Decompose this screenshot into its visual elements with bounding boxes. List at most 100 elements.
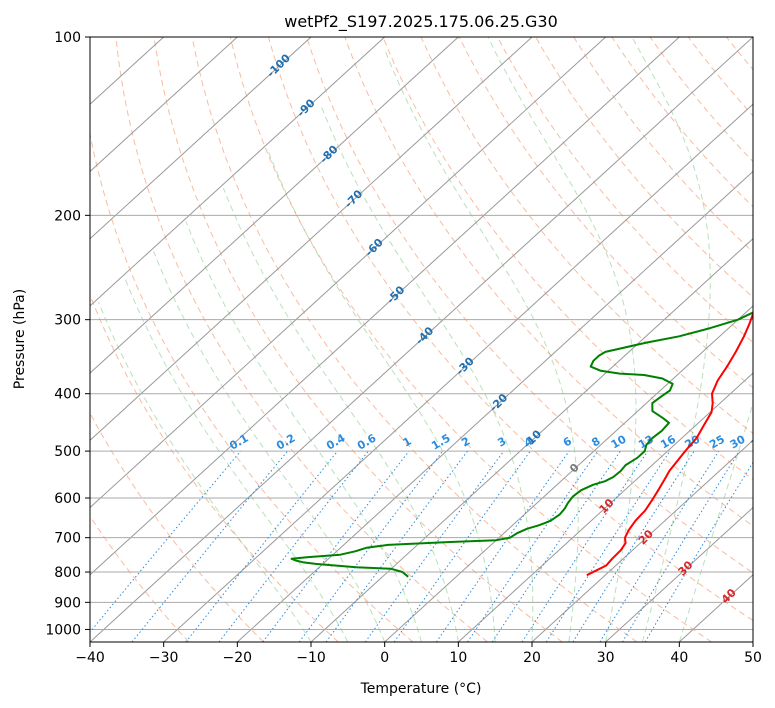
dry-adiabat <box>611 37 753 208</box>
isotherm <box>310 237 753 642</box>
isotherm <box>457 372 753 642</box>
x-tick-label: 20 <box>523 650 541 666</box>
chart-title: wetPf2_S197.2025.175.06.25.G30 <box>284 12 558 32</box>
mixing-ratio-line <box>621 450 740 642</box>
dry-adiabat <box>382 37 753 481</box>
mixing-ratio-line <box>545 450 671 642</box>
mixing-ratio-line <box>131 450 288 642</box>
isotherm <box>90 37 312 240</box>
mixing-ratio-label: 36 <box>748 432 768 451</box>
background-lines <box>90 37 775 642</box>
dry-adiabat <box>90 515 190 642</box>
x-tick-label: 40 <box>670 650 688 666</box>
dry-adiabat <box>726 37 753 71</box>
y-tick-label: 800 <box>54 565 81 581</box>
dry-adiabat <box>687 37 753 117</box>
x-tick-label: 50 <box>744 650 762 666</box>
y-tick-label: 500 <box>54 444 81 460</box>
dry-adiabat <box>649 37 753 163</box>
mixing-ratio-label: 6 <box>561 434 574 449</box>
mixing-ratio-line <box>572 450 695 642</box>
dry-adiabat <box>191 37 638 642</box>
moist-adiabat <box>678 401 753 642</box>
isotherm <box>90 37 459 374</box>
dry-adiabat <box>344 37 753 527</box>
mixing-ratio-line <box>644 461 753 642</box>
y-tick-label: 600 <box>54 491 81 507</box>
y-tick-label: 100 <box>54 30 81 46</box>
isotherm <box>90 37 238 173</box>
isotherm-label: -100 <box>264 51 293 80</box>
dry-adiabat <box>573 37 753 253</box>
profile-line <box>290 311 753 578</box>
isotherm <box>605 506 753 642</box>
moist-adiabat <box>185 221 422 642</box>
dry-adiabat <box>458 37 753 389</box>
x-tick-label: 10 <box>449 650 467 666</box>
isotherm <box>752 641 753 642</box>
moist-adiabat <box>384 49 579 642</box>
isotherm <box>90 37 680 576</box>
mixing-ratio-label: 30 <box>728 432 748 451</box>
mixing-ratio-label: 16 <box>658 432 678 451</box>
dry-adiabat <box>115 37 488 642</box>
moist-adiabat <box>267 149 496 642</box>
y-tick-label: 1000 <box>45 622 81 638</box>
isotherm <box>90 37 386 307</box>
mixing-ratio-label: 25 <box>707 433 727 452</box>
mixing-ratio-label: 0.2 <box>274 432 297 453</box>
mixing-ratio-line <box>364 450 505 642</box>
profile-line <box>586 311 753 577</box>
isotherm <box>90 37 533 442</box>
y-tick-label: 700 <box>54 531 81 547</box>
x-tick-label: −20 <box>223 650 253 666</box>
dry-adiabat <box>229 37 712 642</box>
x-tick-label: 30 <box>597 650 615 666</box>
mixing-ratio-line <box>262 450 410 642</box>
x-tick-label: 0 <box>380 650 389 666</box>
mixing-ratio-label: 1 <box>401 435 414 450</box>
isotherm <box>90 37 607 509</box>
y-tick-label: 200 <box>54 208 81 224</box>
moist-adiabat <box>222 188 459 642</box>
mixing-ratio-label: 0.4 <box>324 431 348 452</box>
dry-adiabat <box>765 37 775 642</box>
mixing-ratio-line <box>599 450 720 642</box>
y-tick-label: 300 <box>54 313 81 329</box>
y-tick-label: 400 <box>54 387 81 403</box>
moist-adiabat <box>631 37 711 642</box>
isotherm <box>531 439 753 642</box>
moist-adiabat <box>124 277 349 642</box>
moist-adiabat <box>98 301 312 642</box>
x-tick-label: −30 <box>149 650 179 666</box>
moist-adiabat <box>320 104 534 642</box>
moist-adiabat <box>487 37 637 642</box>
mixing-ratio-line <box>467 450 599 642</box>
dry-adiabat <box>268 37 753 622</box>
x-axis-label: Temperature (°C) <box>360 681 482 697</box>
dry-adiabat <box>153 37 563 642</box>
y-tick-label: 900 <box>54 595 81 611</box>
mixing-ratio-label: 1.5 <box>429 432 452 453</box>
dry-adiabat <box>496 37 753 344</box>
dry-adiabat <box>306 37 753 574</box>
dry-adiabat <box>535 37 753 298</box>
mixing-ratio-line <box>90 450 242 633</box>
plot-frame <box>89 36 754 643</box>
x-axis: −40 −30 −20 −10 0 10 20 30 40 50 <box>75 642 762 666</box>
x-tick-label: −10 <box>296 650 326 666</box>
y-axis-label: Pressure (hPa) <box>12 289 28 389</box>
isotherm <box>163 103 753 642</box>
mixing-ratio-line <box>491 450 621 642</box>
moist-adiabat <box>153 251 386 642</box>
isotherm <box>236 170 753 642</box>
mixing-ratio-line <box>218 450 369 642</box>
dry-adiabat <box>420 37 753 434</box>
mixing-ratio-line <box>393 450 531 642</box>
isotherm <box>90 37 753 642</box>
mixing-ratio-line <box>435 450 570 642</box>
profile-series <box>290 311 753 578</box>
y-axis: 100 200 300 400 500 600 700 800 900 1000 <box>45 30 90 638</box>
